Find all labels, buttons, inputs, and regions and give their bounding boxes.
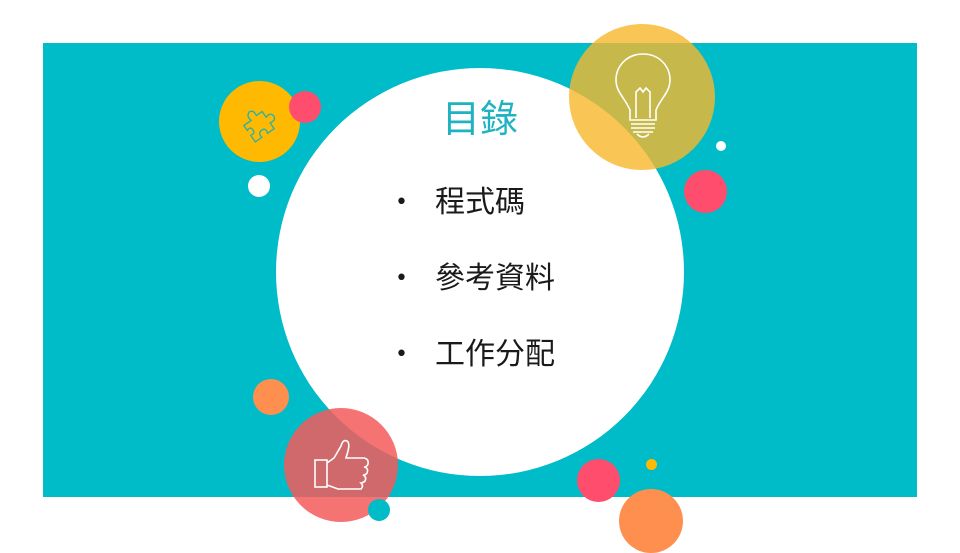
yellow-puzzle-circle (219, 81, 300, 162)
teal-small-dot (368, 499, 390, 521)
toc-item-label: 參考資料 (435, 261, 555, 296)
toc-item-label: 程式碼 (435, 185, 525, 220)
white-tiny-dot (716, 141, 726, 151)
toc-item-3: • 工作分配 (395, 336, 555, 374)
toc-item-2: • 參考資料 (395, 260, 555, 298)
lightbulb-icon (615, 53, 671, 138)
red-small-circle (289, 91, 321, 123)
toc-list: • 程式碼 • 參考資料 • 工作分配 (395, 184, 555, 412)
white-small-dot (248, 175, 270, 197)
pink-right-circle (684, 170, 727, 213)
puzzle-icon (242, 110, 276, 143)
lightbulb-circle (569, 24, 715, 170)
slide-title: 目錄 (441, 97, 518, 141)
bullet-marker: • (395, 190, 408, 215)
bullet-marker: • (395, 342, 408, 367)
toc-item-1: • 程式碼 (395, 184, 555, 222)
bullet-marker: • (395, 266, 408, 291)
yellow-tiny-dot (646, 459, 657, 470)
orange-bottom-circle (619, 489, 683, 553)
toc-item-label: 工作分配 (435, 337, 555, 372)
pink-bottom-circle (577, 459, 620, 502)
orange-left-circle (253, 379, 289, 415)
thumbs-up-icon (314, 439, 369, 490)
